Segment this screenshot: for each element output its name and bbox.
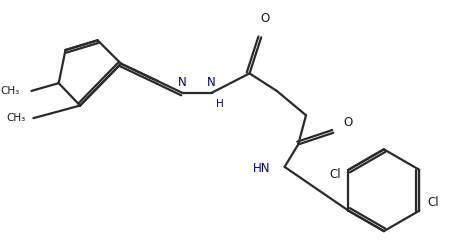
Text: HN: HN xyxy=(252,162,270,175)
Text: O: O xyxy=(261,12,270,25)
Text: H: H xyxy=(217,99,224,109)
Text: Cl: Cl xyxy=(329,168,340,181)
Text: Cl: Cl xyxy=(427,196,439,209)
Text: O: O xyxy=(343,116,352,128)
Text: CH₃: CH₃ xyxy=(0,86,20,96)
Text: CH₃: CH₃ xyxy=(6,113,25,123)
Text: N: N xyxy=(178,76,187,89)
Text: N: N xyxy=(207,76,216,89)
